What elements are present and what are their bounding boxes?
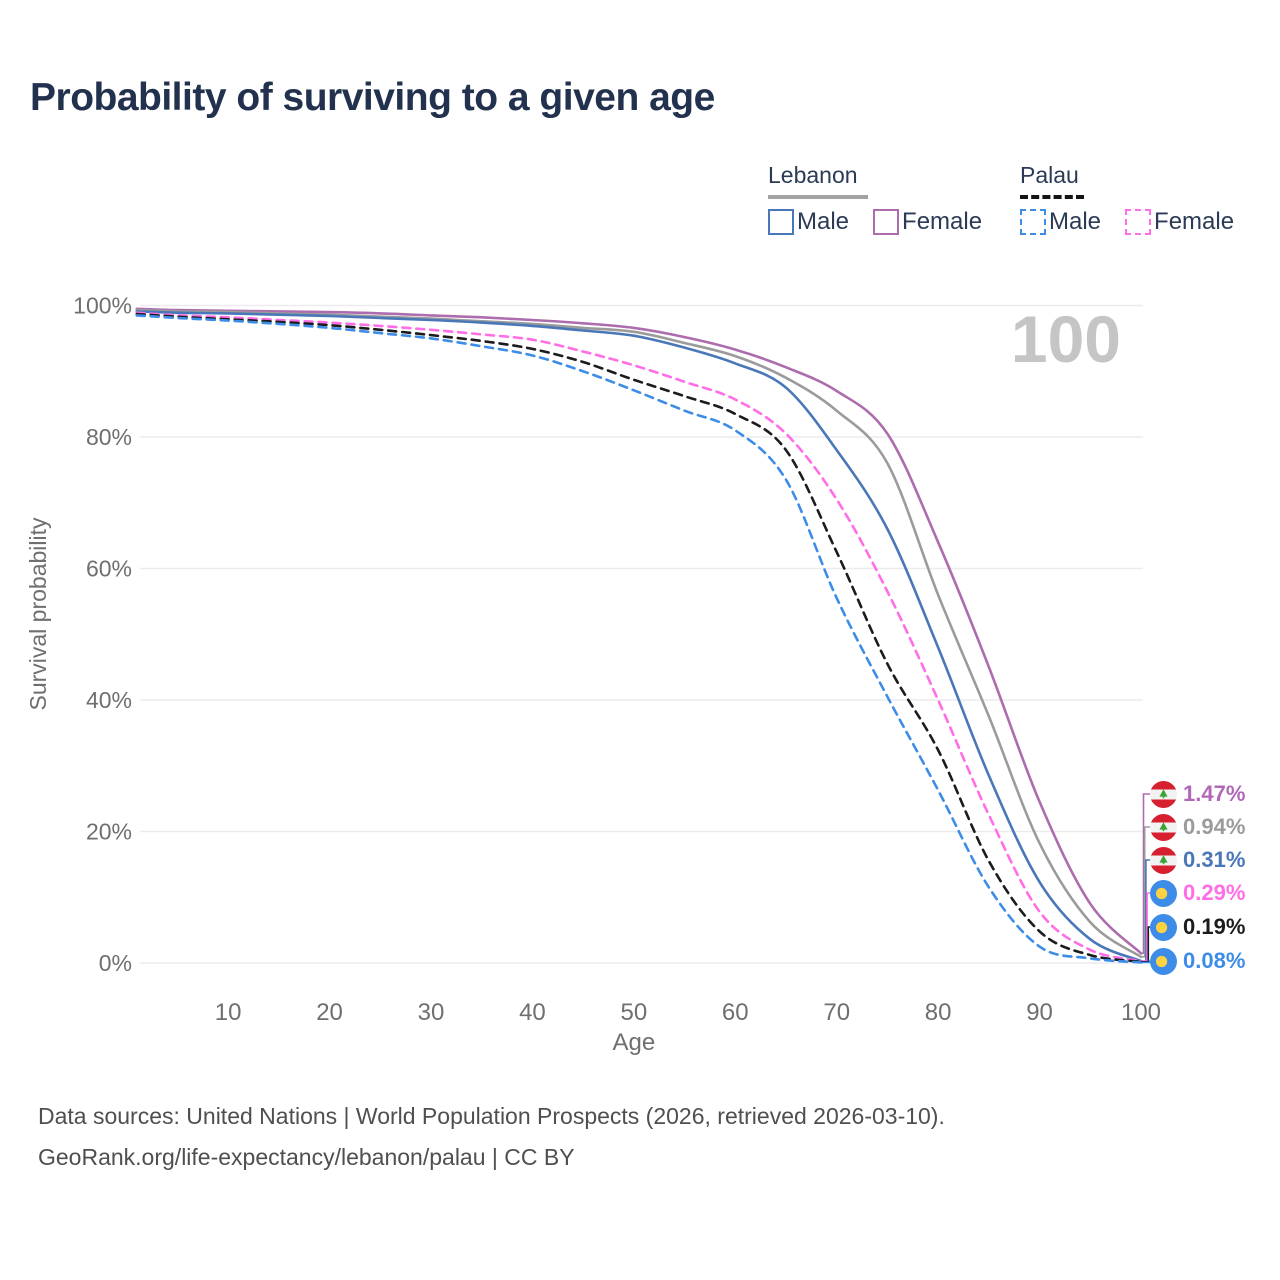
lebanon-flag-icon	[1150, 813, 1177, 841]
x-axis-title: Age	[612, 1029, 655, 1056]
end-label-row: 0.19%	[1150, 913, 1245, 941]
y-tick-label: 60%	[86, 556, 132, 582]
x-tick-label: 70	[823, 999, 850, 1026]
y-tick-label: 80%	[86, 424, 132, 450]
x-tick-label: 50	[620, 999, 647, 1026]
x-tick-label: 100	[1121, 999, 1161, 1026]
end-value-label: 1.47%	[1183, 781, 1246, 806]
x-tick-label: 20	[316, 999, 343, 1026]
end-value-label: 0.19%	[1183, 914, 1246, 939]
legend-item-label[interactable]: Female	[1154, 208, 1235, 235]
legend-checkbox-palau-male[interactable]	[1020, 209, 1046, 235]
end-label-row: 0.08%	[1150, 947, 1245, 975]
y-tick-label: 100%	[73, 293, 132, 319]
lebanon-flag-icon	[1150, 846, 1177, 874]
curve-lebanon-female	[135, 307, 1143, 955]
data-source-footer: Data sources: United Nations | World Pop…	[38, 1096, 945, 1178]
footer-sources-line: Data sources: United Nations | World Pop…	[38, 1103, 945, 1129]
end-label-row: 0.29%	[1150, 879, 1245, 907]
x-tick-label: 10	[215, 999, 242, 1026]
curve-lebanon-male	[135, 310, 1143, 963]
age-watermark: 100	[1011, 302, 1121, 376]
palau-flag-icon	[1150, 913, 1177, 941]
end-label-row: 1.47%	[1150, 780, 1245, 808]
end-label-row: 0.94%	[1150, 813, 1245, 841]
legend-country-label: Palau	[1020, 162, 1079, 188]
x-tick-label: 80	[925, 999, 952, 1026]
y-axis-title: Survival probability	[25, 517, 51, 711]
curve-lebanon-both-sexes	[135, 308, 1143, 959]
legend-group-lebanon: Lebanon Male Female	[768, 162, 1006, 236]
y-tick-label: 20%	[86, 819, 132, 845]
end-value-label: 0.08%	[1183, 948, 1246, 973]
x-tick-label: 60	[722, 999, 749, 1026]
end-value-label: 0.94%	[1183, 814, 1246, 839]
lebanon-flag-icon	[1150, 780, 1177, 808]
legend-checkbox-lebanon-female[interactable]	[873, 209, 900, 235]
y-tick-label: 40%	[86, 687, 132, 713]
end-label-row: 0.31%	[1150, 846, 1245, 874]
legend-checkbox-palau-female[interactable]	[1125, 209, 1152, 235]
legend-group-palau: Palau Male Female	[1020, 162, 1258, 236]
legend-item-label[interactable]: Male	[1049, 208, 1102, 235]
curve-palau-male	[135, 314, 1143, 964]
legend-item-label[interactable]: Female	[902, 208, 983, 235]
legend-checkbox-lebanon-male[interactable]	[768, 209, 794, 235]
end-label-connector	[1141, 826, 1150, 958]
legend-item-label[interactable]: Male	[797, 208, 850, 235]
end-label-connector	[1141, 793, 1150, 955]
end-value-label: 0.29%	[1183, 880, 1246, 905]
x-tick-label: 40	[519, 999, 546, 1026]
dashed-line-swatch	[1020, 195, 1084, 199]
legend-country-label: Lebanon	[768, 162, 858, 188]
x-tick-label: 90	[1026, 999, 1053, 1026]
end-label-connector	[1141, 960, 1151, 964]
x-tick-label: 30	[418, 999, 445, 1026]
palau-flag-icon	[1150, 879, 1177, 907]
solid-line-swatch	[768, 195, 868, 199]
curve-palau-female	[135, 311, 1143, 963]
footer-attribution-line: GeoRank.org/life-expectancy/lebanon/pala…	[38, 1144, 575, 1170]
y-tick-label: 0%	[99, 950, 132, 976]
page-title: Probability of surviving to a given age	[30, 76, 715, 119]
end-value-label: 0.31%	[1183, 847, 1246, 872]
palau-flag-icon	[1150, 947, 1177, 975]
curve-palau-both-sexes	[135, 312, 1143, 964]
